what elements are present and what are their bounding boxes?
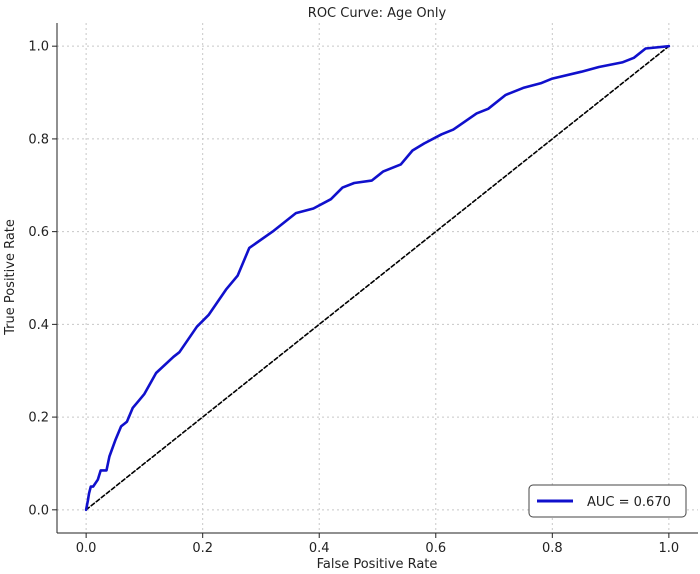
x-tick-label: 0.2 [192,541,213,556]
y-tick-label: 0.8 [28,132,49,147]
x-axis-title: False Positive Rate [317,557,438,572]
x-tick-label: 0.6 [425,541,446,556]
roc-curve-line [84,44,671,512]
x-tick-label: 0.8 [542,541,563,556]
x-tick-label: 0.4 [309,541,330,556]
y-tick-label: 0.4 [28,318,49,333]
chart-title: ROC Curve: Age Only [308,6,447,21]
legend-label-auc: AUC = 0.670 [587,495,671,510]
y-tick-label: 0.6 [28,225,49,240]
chance-diagonal-line [85,45,670,511]
grid [57,23,698,533]
legend: AUC = 0.670 [528,484,687,518]
x-tick-label: 1.0 [659,541,680,556]
y-tick-label: 1.0 [28,40,49,55]
plot-area [84,44,671,512]
y-tick-label: 0.0 [28,503,49,518]
ticks: 0.0 0.2 0.4 0.6 0.8 1.0 0.0 0.2 0.4 0.6 0.8 1.0 [28,23,698,556]
y-axis-title: True Positive Rate [3,219,18,336]
y-tick-label: 0.2 [28,411,49,426]
legend-box [528,484,687,518]
x-tick-label: 0.0 [76,541,97,556]
